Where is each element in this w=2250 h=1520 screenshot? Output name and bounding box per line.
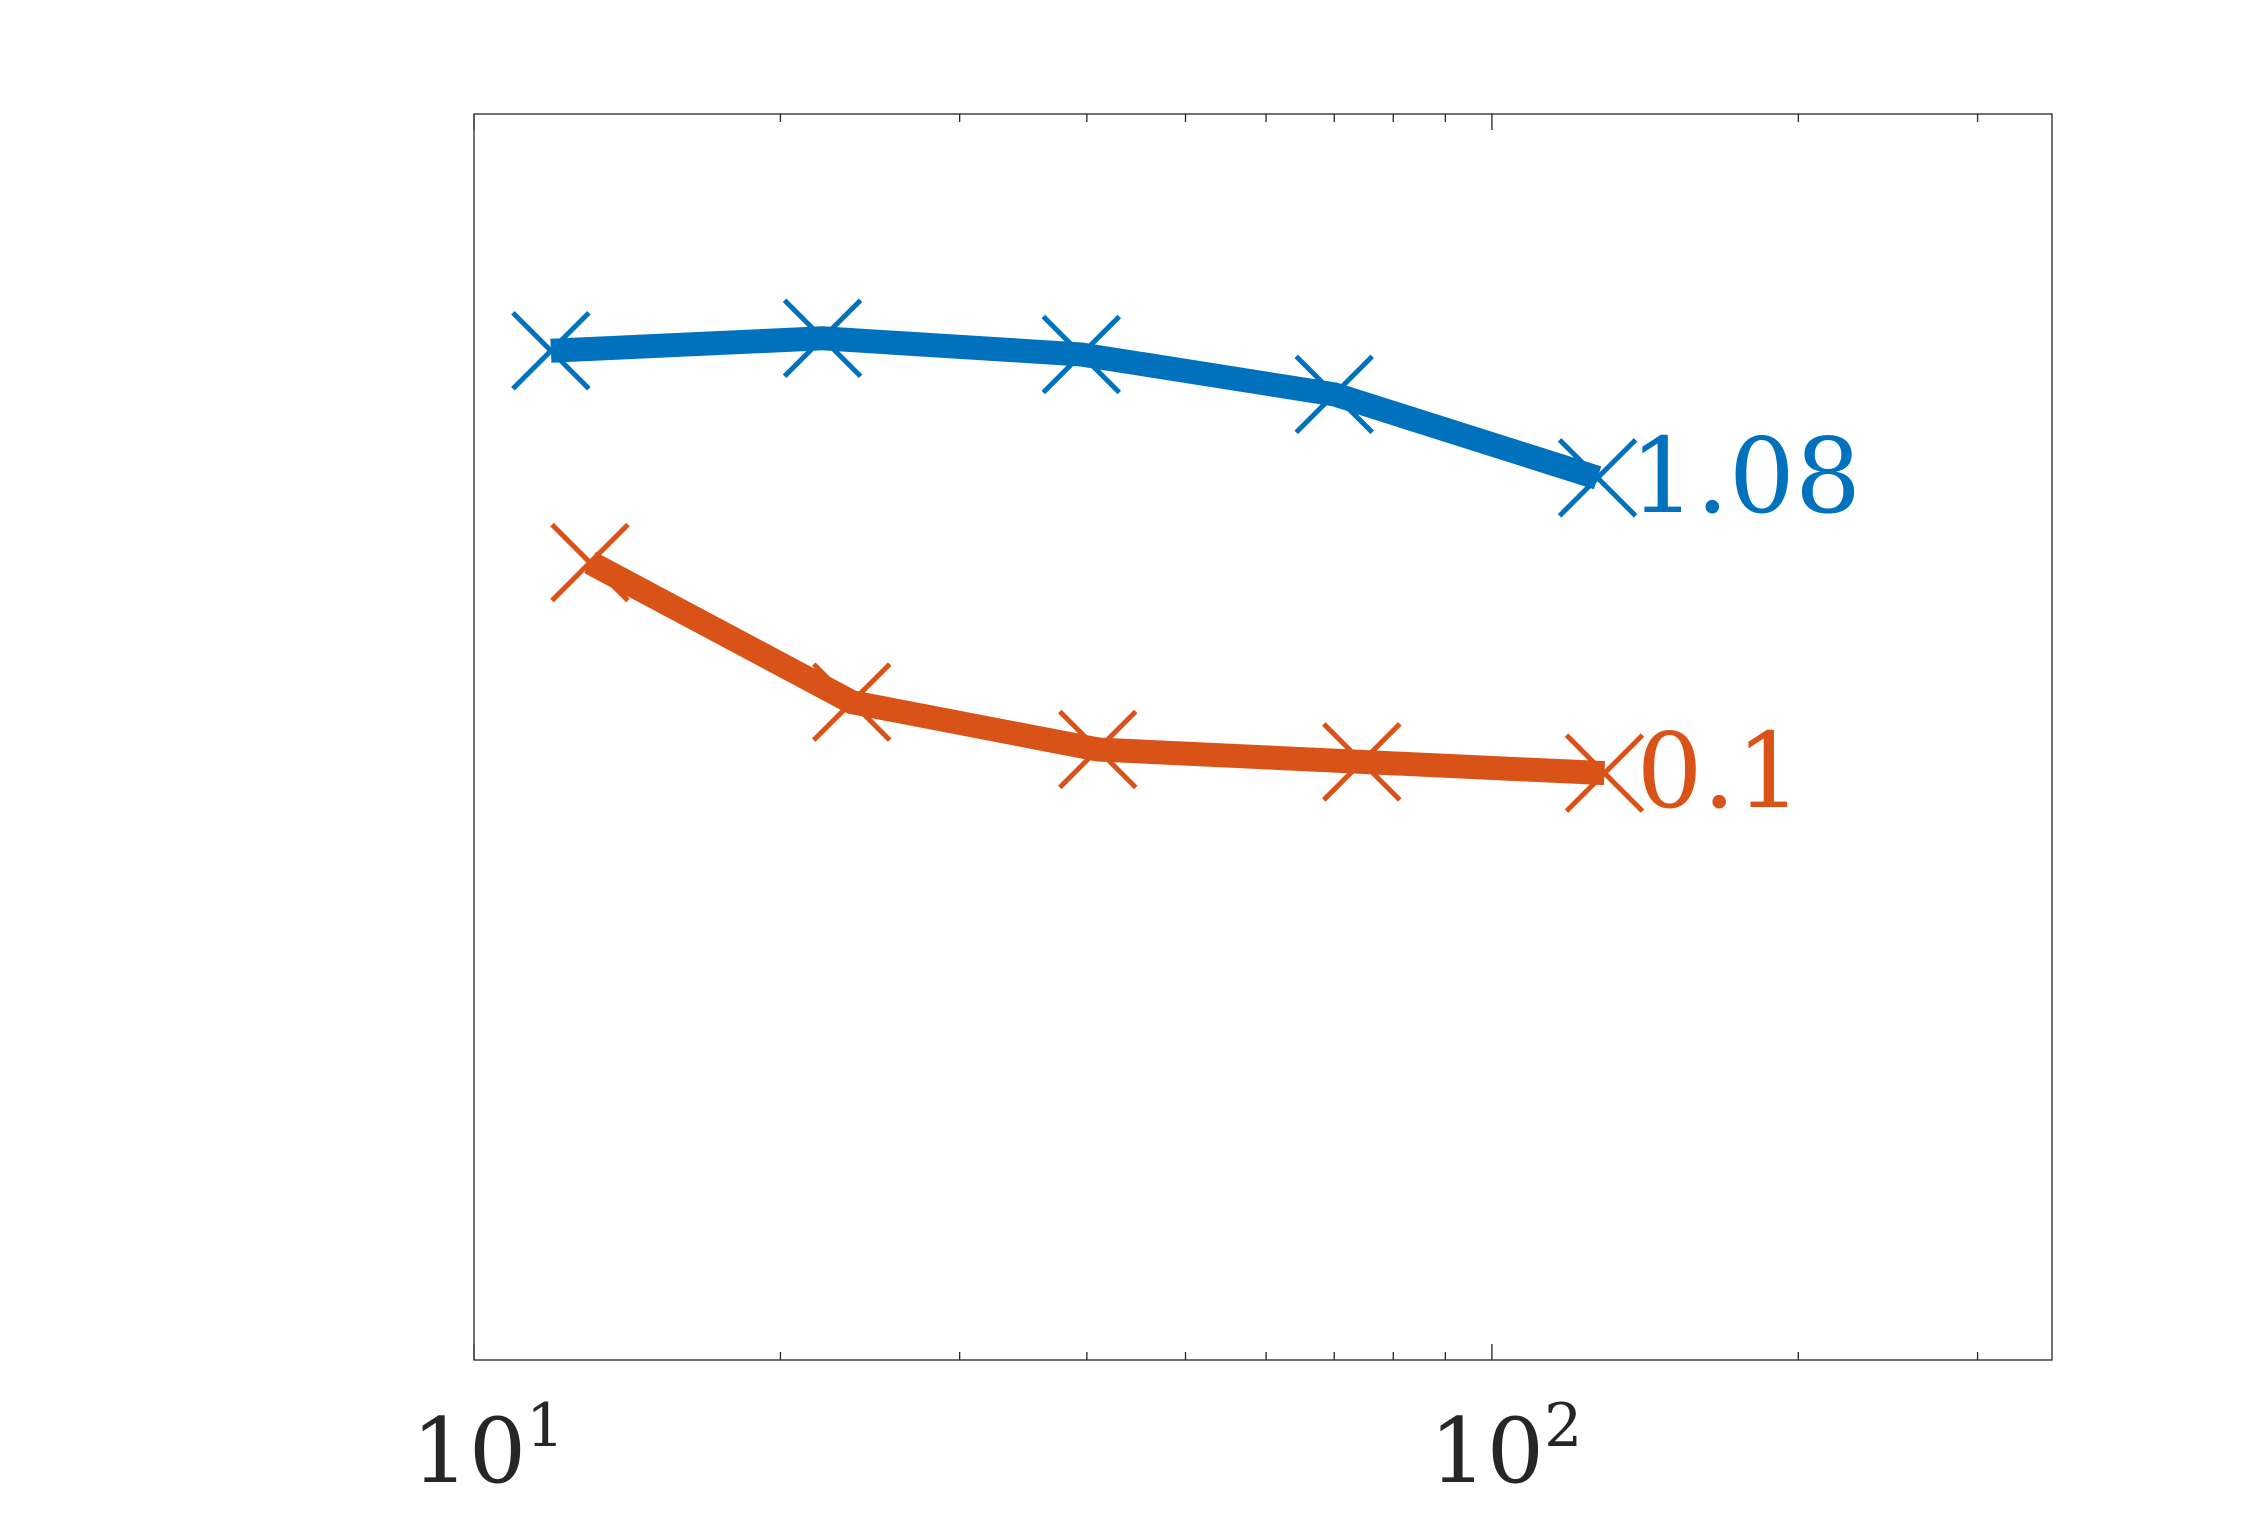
axes [473, 113, 2053, 1361]
x-axis-ticks [473, 114, 1979, 1360]
series-layer: 1.08 0.1 [511, 298, 1862, 832]
series-point-marker [511, 310, 591, 391]
series-point-marker [811, 662, 892, 742]
x-tick-label-exponent: 2 [1544, 1391, 1582, 1461]
x-tick-label: 102 [1430, 1391, 1583, 1504]
series-1: 0.1 [550, 522, 1802, 832]
series-point-marker [1057, 709, 1138, 790]
series-0: 1.08 [511, 298, 1862, 537]
x-tick-label-exponent: 1 [526, 1391, 564, 1461]
x-tick-label: 101 [412, 1391, 565, 1504]
x-axis-tick-labels: 101 102 [412, 1391, 1583, 1504]
series-point-marker [550, 522, 630, 603]
series-point-marker [1294, 354, 1375, 435]
series-end-label: 0.1 [1636, 710, 1801, 832]
series-point-marker [1041, 314, 1122, 395]
series-point-marker [1557, 438, 1638, 518]
plot-area-frame [473, 113, 2053, 1361]
series-point-marker [1322, 722, 1402, 802]
x-tick-label-base: 10 [1430, 1399, 1545, 1504]
series-end-label: 1.08 [1630, 415, 1862, 537]
series-point-marker [1564, 733, 1645, 813]
series-point-marker [782, 298, 863, 379]
x-tick-label-base: 10 [412, 1399, 527, 1504]
